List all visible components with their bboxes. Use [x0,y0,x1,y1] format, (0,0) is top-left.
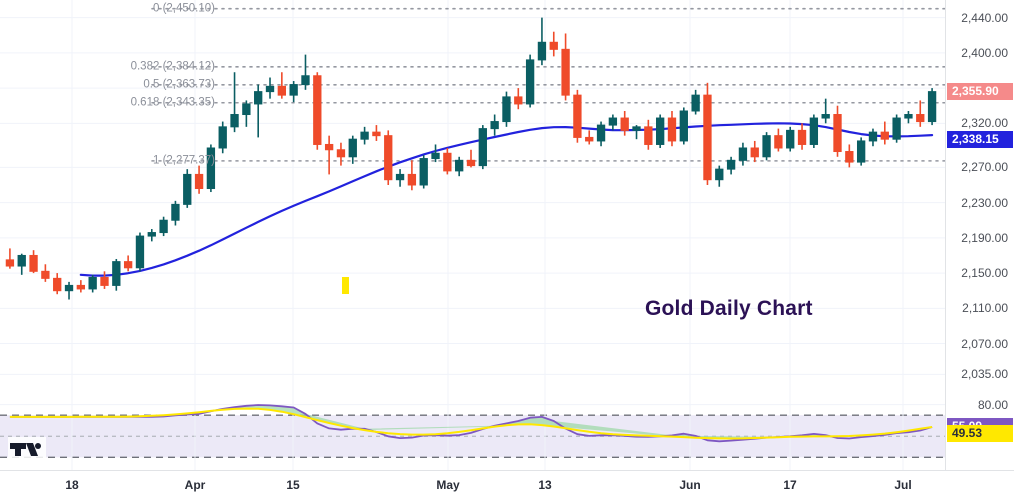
price-axis-tick: 2,320.00 [961,116,1008,131]
time-axis-tick: 15 [286,478,300,492]
rsi-indicator-pane[interactable] [0,392,945,470]
fib-level-label-0_382: 0.382 (2,384.12) [130,60,215,73]
fib-level-label-1: 1 (2,277.37) [152,154,215,167]
fib-level-label-0_5: 0.5 (2,363.73) [143,78,215,91]
time-axis-tick: 17 [783,478,797,492]
rsi-axis-tick: 80.00 [977,397,1008,412]
time-axis-tick: May [436,478,460,492]
price-chart-canvas[interactable] [0,0,945,392]
price-axis-tick: 2,035.00 [961,367,1008,382]
time-axis-tick: Jun [679,478,701,492]
page-title: Gold Daily Chart [645,297,813,320]
price-axis-tick: 2,400.00 [961,45,1008,60]
price-axis[interactable]: 2,440.00 2,400.00 2,320.00 2,270.00 2,230.00… [945,0,1014,470]
time-axis[interactable]: 18 Apr 15 May 13 Jun 17 Jul [0,470,1014,495]
time-axis-tick: 13 [538,478,552,492]
time-axis-tick: Jul [894,478,912,492]
yellow-marker[interactable] [342,277,349,294]
time-axis-tick: Apr [184,478,206,492]
ma-value-badge[interactable]: 2,338.15 [947,131,1013,149]
rsi-signal-badge[interactable]: 49.53 [947,424,1013,442]
price-axis-tick: 2,440.00 [961,10,1008,25]
fib-level-label-0: 0 (2,450.10) [152,1,215,14]
price-axis-tick: 2,070.00 [961,336,1008,351]
time-axis-tick: 18 [65,478,79,492]
price-axis-tick: 2,190.00 [961,230,1008,245]
price-axis-tick: 2,270.00 [961,160,1008,175]
tradingview-logo[interactable] [8,437,46,461]
price-axis-tick: 2,150.00 [961,266,1008,281]
fib-level-label-0_618: 0.618 (2,343.35) [130,96,215,108]
last-price-badge[interactable]: 2,355.90 [947,82,1013,100]
price-axis-tick: 2,230.00 [961,195,1008,210]
price-chart-pane[interactable] [0,0,945,392]
price-axis-tick: 2,110.00 [962,301,1008,316]
rsi-chart-canvas[interactable] [0,392,945,470]
